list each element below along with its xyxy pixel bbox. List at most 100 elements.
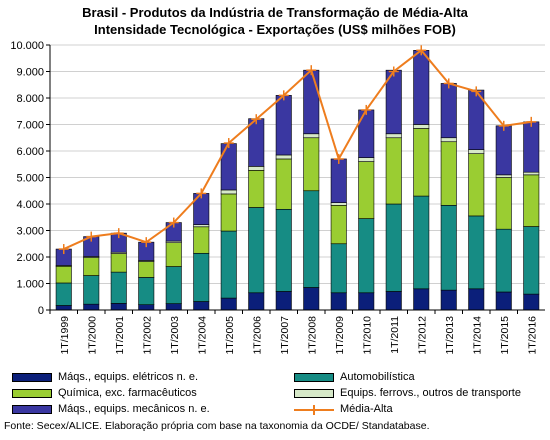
x-tick-label: 1T/2004	[196, 316, 208, 355]
legend-label-quimica: Química, exc. farmacêuticos	[58, 387, 197, 399]
bar-segment-0	[83, 303, 100, 311]
bar-segment-0	[385, 291, 402, 311]
bar-segment-2	[440, 141, 457, 206]
bar-segment-0	[495, 291, 512, 311]
y-tick-label: 5.000	[16, 173, 44, 185]
legend-label-automobilistica: Automobilística	[340, 371, 415, 383]
line-series-media-alta	[63, 48, 532, 250]
axis-layer: 0 1.000 2.000 3.000 4.000 5.000 6.000 7.000 8.00…	[10, 40, 545, 355]
line-layer	[58, 45, 537, 255]
bar-segment-3	[358, 157, 375, 162]
bar-segment-2	[193, 226, 210, 254]
legend-item-ferrovs: Equips. ferrovs., outros de transporte	[294, 386, 521, 400]
y-tick-label: 8.000	[16, 93, 44, 105]
bar-segment-0	[275, 291, 292, 311]
bar-segment-0	[220, 297, 237, 311]
bar-segment-1	[83, 275, 100, 305]
x-tick-label: 1T/2009	[334, 316, 346, 355]
bar-segment-0	[138, 304, 155, 311]
x-tick-label: 1T/2001	[114, 316, 126, 355]
x-tick-label: 1T/2008	[306, 316, 318, 355]
bar-segment-0	[248, 292, 265, 311]
bar-segment-3	[330, 202, 347, 206]
bar-segment-1	[413, 195, 430, 290]
bar-segment-0	[523, 293, 540, 311]
bar-segment-2	[523, 174, 540, 227]
x-tick-label: 1T/2005	[224, 316, 236, 355]
chart-title-line1: Brasil - Produtos da Indústria de Transf…	[82, 5, 468, 20]
bar-segment-0	[165, 303, 182, 311]
bar-segment-1	[468, 215, 485, 290]
bar-segment-2	[413, 128, 430, 197]
bar-segment-2	[220, 193, 237, 232]
bar-segment-3	[385, 133, 402, 139]
bar-segment-1	[220, 230, 237, 299]
bar-segment-1	[275, 209, 292, 292]
y-tick-label: 9.000	[16, 67, 44, 79]
legend-swatch-quimica	[12, 388, 52, 398]
bar-segment-0	[358, 292, 375, 311]
bar-segment-0	[468, 288, 485, 311]
legend-swatch-mecanicos	[12, 404, 52, 414]
bar-segment-2	[248, 170, 265, 208]
x-tick-label: 1T/2014	[471, 316, 483, 355]
bar-segment-4	[275, 95, 292, 156]
bar-segment-2	[83, 257, 100, 276]
bar-segment-1	[358, 218, 375, 294]
legend-swatch-ferrovs	[294, 388, 334, 398]
bar-segment-1	[248, 207, 265, 294]
bar-segment-2	[358, 161, 375, 219]
bar-segment-0	[55, 305, 72, 311]
bar-segment-3	[275, 154, 292, 160]
legend-label-mecanicos: Máqs., equips. mecânicos n. e.	[58, 403, 210, 415]
bar-segment-2	[165, 242, 182, 267]
bar-segment-2	[468, 153, 485, 217]
y-tick-label: 6.000	[16, 146, 44, 158]
legend-item-mecanicos: Máqs., equips. mecânicos n. e.	[12, 402, 210, 416]
bar-segment-4	[303, 69, 320, 135]
bar-segment-0	[440, 289, 457, 311]
legend-label-eletricos: Máqs., equips. elétricos n. e.	[58, 371, 199, 383]
bar-segment-3	[303, 133, 320, 139]
x-tick-label: 1T/2006	[251, 316, 263, 355]
legend-swatch-eletricos	[12, 372, 52, 382]
x-tick-label: 1T/2011	[389, 316, 401, 354]
bar-layer	[55, 49, 540, 311]
bar-segment-3	[495, 174, 512, 178]
bar-segment-1	[440, 205, 457, 291]
x-tick-label: 1T/2016	[526, 316, 538, 355]
y-tick-label: 3.000	[16, 226, 44, 238]
bar-segment-2	[385, 137, 402, 205]
bar-segment-4	[220, 143, 237, 191]
bar-segment-1	[523, 226, 540, 295]
bar-segment-3	[220, 189, 237, 195]
bar-segment-2	[330, 205, 347, 245]
bar-segment-0	[413, 288, 430, 311]
bar-segment-3	[523, 171, 540, 176]
bar-segment-1	[110, 271, 127, 304]
x-tick-label: 1T/1999	[59, 316, 71, 355]
bar-segment-1	[138, 277, 155, 305]
x-tick-label: 1T/2015	[499, 316, 511, 355]
y-tick-label: 10.000	[10, 40, 44, 52]
x-tick-label: 1T/2010	[361, 316, 373, 355]
bar-segment-0	[330, 292, 347, 311]
bar-segment-2	[110, 253, 127, 273]
bar-segment-1	[330, 243, 347, 294]
bar-segment-2	[55, 265, 72, 284]
y-tick-label: 2.000	[16, 252, 44, 264]
legend-item-eletricos: Máqs., equips. elétricos n. e.	[12, 370, 198, 384]
bar-segment-3	[440, 137, 457, 143]
bar-segment-4	[523, 121, 540, 173]
bar-segment-4	[330, 158, 347, 203]
bar-segment-1	[165, 266, 182, 304]
x-tick-label: 1T/2012	[416, 316, 428, 355]
bar-segment-4	[495, 125, 512, 176]
bar-segment-3	[248, 166, 265, 171]
y-tick-label: 7.000	[16, 120, 44, 132]
y-tick-label: 4.000	[16, 199, 44, 211]
bar-segment-3	[413, 124, 430, 129]
bar-segment-2	[275, 158, 292, 210]
x-tick-label: 1T/2002	[141, 316, 153, 355]
